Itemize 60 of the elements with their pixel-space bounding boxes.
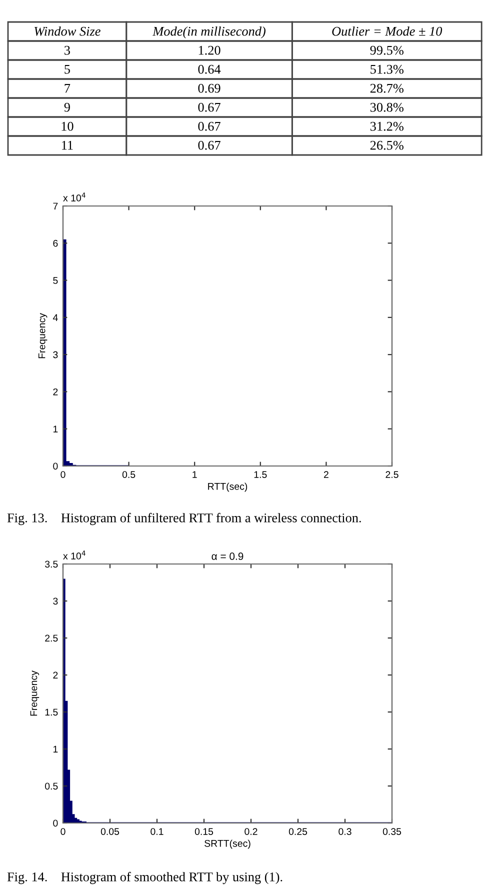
text: 10: [62, 122, 74, 131]
y-tick-label: 0: [53, 820, 58, 827]
caption: Fig. 13. Histogram of unfiltered RTT from a wireless connection.: [7, 512, 361, 526]
text: 9: [64, 102, 70, 112]
x-tick-label: 0.3: [338, 828, 352, 835]
x-tick-label: 0: [60, 471, 66, 478]
x-tick-label: 2.5: [386, 471, 398, 478]
y-tick-label: 0: [53, 462, 58, 470]
y-tick-label: 3: [53, 351, 58, 358]
y-tick-label: 2.5: [45, 634, 58, 642]
text: x 10$^{4}$: [63, 550, 86, 560]
caption: Fig. 14. Histogram of smoothed RTT by using (1).: [7, 872, 282, 884]
x-tick-label: 1.5: [254, 471, 267, 478]
y-tick-label: 4: [52, 314, 58, 321]
y-tick-label: 2: [53, 672, 58, 679]
text: 0.67: [198, 140, 220, 150]
text: 28.7%: [370, 84, 404, 93]
y-tick-label: 0.5: [45, 782, 58, 790]
chart-title: α = 0.9: [212, 552, 244, 560]
text: 26.5%: [370, 140, 404, 150]
x-tick-label: 0.15: [194, 828, 214, 835]
text: 11: [62, 140, 73, 150]
text: 5: [64, 64, 70, 74]
text: 0.64: [198, 64, 221, 74]
y-tick-label: 5: [53, 277, 58, 284]
y-tick-label: 3.5: [44, 560, 58, 568]
category-label: Window Size: [34, 26, 100, 36]
x-tick-label: 0.35: [382, 828, 402, 835]
text: 0.67: [198, 102, 220, 112]
text: 3: [64, 46, 70, 55]
y-tick-label: 1: [53, 746, 58, 753]
x-axis-title: SRTT(sec): [204, 840, 250, 849]
text: 0.69: [198, 84, 220, 93]
x-tick-label: 0.25: [288, 828, 308, 835]
x-tick-label: 0: [60, 828, 66, 835]
category-label: Mode(in millisecond): [152, 26, 266, 38]
y-tick-label: 6: [53, 240, 58, 247]
text: 0.67: [198, 122, 220, 131]
x-tick-label: 0.2: [244, 828, 258, 835]
y-tick-label: 3: [53, 598, 58, 605]
text: 99.5%: [370, 46, 404, 55]
text: 7: [64, 84, 70, 93]
y-tick-label: 1: [53, 426, 58, 432]
x-tick-label: 1: [192, 471, 197, 478]
text: 31.2%: [370, 122, 404, 131]
y-axis-title: Frequency: [30, 670, 40, 716]
text: 30.8%: [370, 102, 404, 112]
y-tick-label: 2: [53, 388, 58, 396]
text: x 10$^{4}$: [63, 192, 86, 202]
text: 51.3%: [370, 64, 404, 74]
x-tick-label: 2: [324, 471, 328, 478]
x-axis-title: RTT(sec): [208, 482, 248, 492]
y-axis-title: Frequency: [38, 313, 48, 358]
y-tick-label: 1.5: [45, 708, 58, 716]
y-tick-label: 7: [53, 202, 58, 210]
category-label: Outlier = Mode ± 10: [332, 26, 442, 36]
x-tick-label: 0.1: [150, 828, 164, 835]
x-tick-label: 0.05: [100, 828, 120, 835]
text: 1.20: [198, 46, 220, 55]
x-tick-label: 0.5: [122, 471, 136, 478]
